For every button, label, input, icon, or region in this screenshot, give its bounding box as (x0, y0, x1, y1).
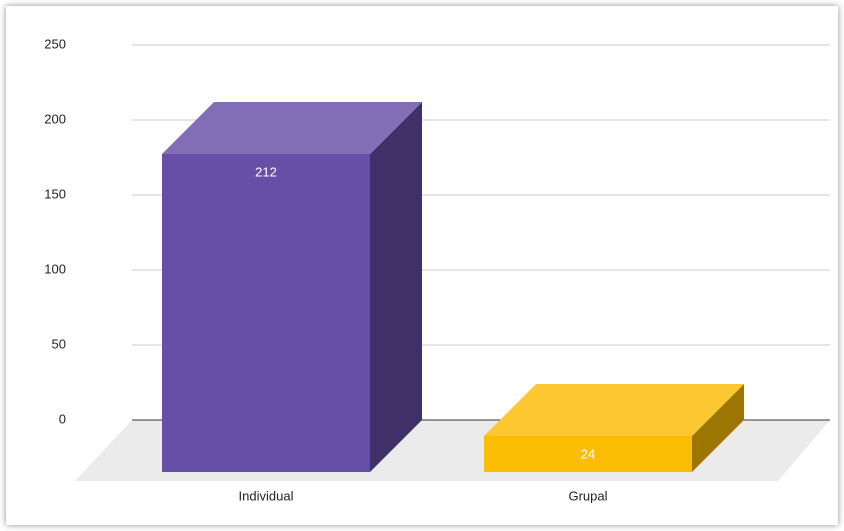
bar (484, 436, 692, 472)
data-label: 24 (581, 446, 595, 461)
bar-top (162, 102, 422, 154)
data-label: 212 (255, 164, 277, 179)
x-tick-label: Grupal (568, 488, 607, 503)
y-tick-label: 250 (44, 36, 66, 51)
y-tick-label: 50 (52, 336, 66, 351)
bar-side (370, 102, 422, 472)
y-tick-label: 100 (44, 261, 66, 276)
bar (162, 154, 370, 472)
y-tick-label: 0 (59, 411, 66, 426)
y-tick-label: 200 (44, 111, 66, 126)
bar-top (484, 384, 744, 436)
y-tick-label: 150 (44, 186, 66, 201)
x-tick-label: Individual (239, 488, 294, 503)
bar-side (692, 384, 744, 472)
